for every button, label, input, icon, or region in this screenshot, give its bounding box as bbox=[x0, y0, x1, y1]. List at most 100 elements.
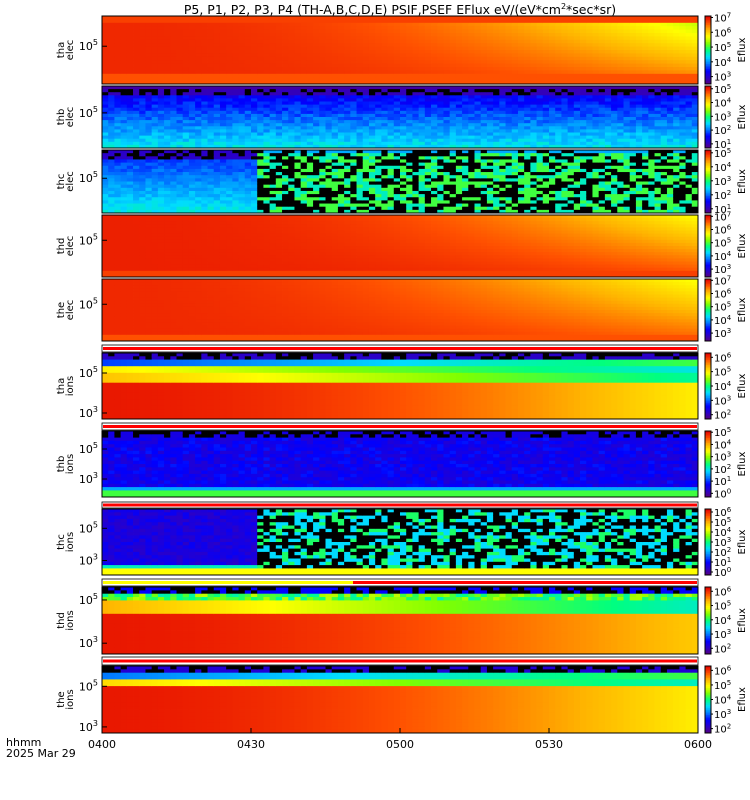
spectrogram-cell bbox=[586, 39, 593, 44]
spectrogram-cell bbox=[362, 77, 370, 81]
spectrogram-cell bbox=[393, 141, 401, 146]
spectrogram-cell bbox=[294, 181, 302, 186]
spectrogram-cell bbox=[381, 178, 388, 182]
spectrogram-cell bbox=[251, 95, 258, 99]
spectrogram-cell bbox=[300, 56, 308, 61]
spectrogram-cell bbox=[549, 63, 556, 68]
spectrogram-cell bbox=[580, 63, 587, 68]
spectrogram-cell bbox=[263, 175, 271, 179]
spectrogram-cell bbox=[139, 162, 146, 167]
spectrogram-cell bbox=[319, 150, 326, 154]
spectrogram-cell bbox=[381, 60, 388, 64]
spectrogram-cell bbox=[586, 132, 593, 136]
spectrogram-cell bbox=[654, 67, 662, 71]
spectrogram-cell bbox=[486, 39, 494, 44]
spectrogram-cell bbox=[102, 135, 109, 140]
spectrogram-cell bbox=[251, 89, 258, 93]
spectrogram-cell bbox=[474, 70, 482, 75]
spectrogram-cell bbox=[325, 73, 333, 78]
spectrogram-cell bbox=[685, 141, 693, 146]
spectrogram-cell bbox=[219, 50, 227, 54]
spectrogram-cell bbox=[400, 104, 407, 109]
spectrogram-cell bbox=[126, 22, 134, 27]
spectrogram-cell bbox=[213, 175, 221, 179]
spectrogram-cell bbox=[387, 200, 395, 204]
spectrogram-cell bbox=[580, 92, 587, 96]
spectrogram-cell bbox=[269, 43, 277, 47]
spectrogram-cell bbox=[133, 194, 140, 198]
spectrogram-cell bbox=[139, 95, 146, 99]
spectrogram-cell bbox=[300, 98, 308, 102]
spectrogram-cell bbox=[679, 19, 686, 24]
spectrogram-cell bbox=[170, 159, 177, 163]
spectrogram-cell bbox=[412, 16, 420, 20]
spectrogram-cell bbox=[617, 95, 624, 99]
spectrogram-cell bbox=[499, 70, 506, 75]
spectrogram-cell bbox=[499, 22, 506, 27]
spectrogram-cell bbox=[170, 190, 177, 195]
spectrogram-cell bbox=[139, 203, 146, 208]
spectrogram-cell bbox=[331, 33, 339, 37]
spectrogram-cell bbox=[567, 80, 575, 85]
spectrogram-cell bbox=[139, 190, 146, 195]
spectrogram-cell bbox=[536, 138, 544, 143]
spectrogram-cell bbox=[406, 107, 413, 112]
spectrogram-cell bbox=[195, 138, 202, 143]
spectrogram-cell bbox=[188, 63, 196, 68]
spectrogram-cell bbox=[275, 39, 283, 44]
spectrogram-cell bbox=[275, 129, 283, 133]
spectrogram-cell bbox=[511, 26, 519, 30]
spectrogram-cell bbox=[337, 70, 345, 75]
spectrogram-cell bbox=[561, 26, 569, 30]
spectrogram-cell bbox=[387, 150, 395, 154]
spectrogram-cell bbox=[691, 80, 699, 85]
spectrogram-cell bbox=[300, 159, 308, 163]
spectrogram-cell bbox=[226, 138, 233, 143]
spectrogram-cell bbox=[188, 172, 196, 176]
spectrogram-cell bbox=[412, 50, 420, 54]
spectrogram-cell bbox=[331, 56, 339, 61]
spectrogram-cell bbox=[145, 26, 153, 30]
spectrogram-cell bbox=[542, 86, 550, 90]
spectrogram-cell bbox=[120, 86, 128, 90]
spectrogram-cell bbox=[517, 16, 525, 20]
spectrogram-cell bbox=[362, 165, 370, 170]
spectrogram-cell bbox=[573, 46, 581, 51]
spectrogram-cell bbox=[375, 153, 382, 157]
spectrogram-cell bbox=[145, 144, 153, 149]
spectrogram-cell bbox=[666, 33, 674, 37]
spectrogram-cell bbox=[598, 29, 606, 34]
spectrogram-cell bbox=[232, 194, 239, 198]
spectrogram-cell bbox=[679, 110, 686, 115]
spectrogram-cell bbox=[375, 141, 382, 146]
spectrogram-cell bbox=[263, 110, 271, 115]
spectrogram-cell bbox=[418, 159, 426, 163]
colorbar-segment bbox=[705, 43, 711, 46]
spectrogram-cell bbox=[536, 104, 544, 109]
spectrogram-cell bbox=[381, 36, 388, 41]
spectrogram-cell bbox=[331, 50, 339, 54]
spectrogram-cell bbox=[219, 117, 227, 121]
spectrogram-cell bbox=[356, 63, 364, 68]
spectrogram-cell bbox=[393, 187, 401, 192]
spectrogram-cell bbox=[648, 123, 655, 127]
spectrogram-cell bbox=[592, 50, 600, 54]
spectrogram-cell bbox=[524, 104, 531, 109]
spectrogram-cell bbox=[387, 178, 395, 182]
spectrogram-cell bbox=[623, 33, 631, 37]
spectrogram-cell bbox=[524, 144, 531, 149]
spectrogram-cell bbox=[468, 70, 475, 75]
spectrogram-cell bbox=[691, 101, 699, 105]
spectrogram-cell bbox=[617, 29, 624, 34]
spectrogram-cell bbox=[306, 60, 314, 64]
spectrogram-cell bbox=[549, 120, 556, 124]
spectrogram-cell bbox=[536, 92, 544, 96]
spectrogram-cell bbox=[108, 150, 115, 154]
spectrogram-cell bbox=[517, 39, 525, 44]
spectrogram-cell bbox=[468, 53, 475, 58]
spectrogram-cell bbox=[480, 89, 488, 93]
spectrogram-cell bbox=[306, 194, 314, 198]
spectrogram-cell bbox=[673, 36, 680, 41]
spectrogram-cell bbox=[666, 60, 674, 64]
spectrogram-cell bbox=[555, 129, 562, 133]
